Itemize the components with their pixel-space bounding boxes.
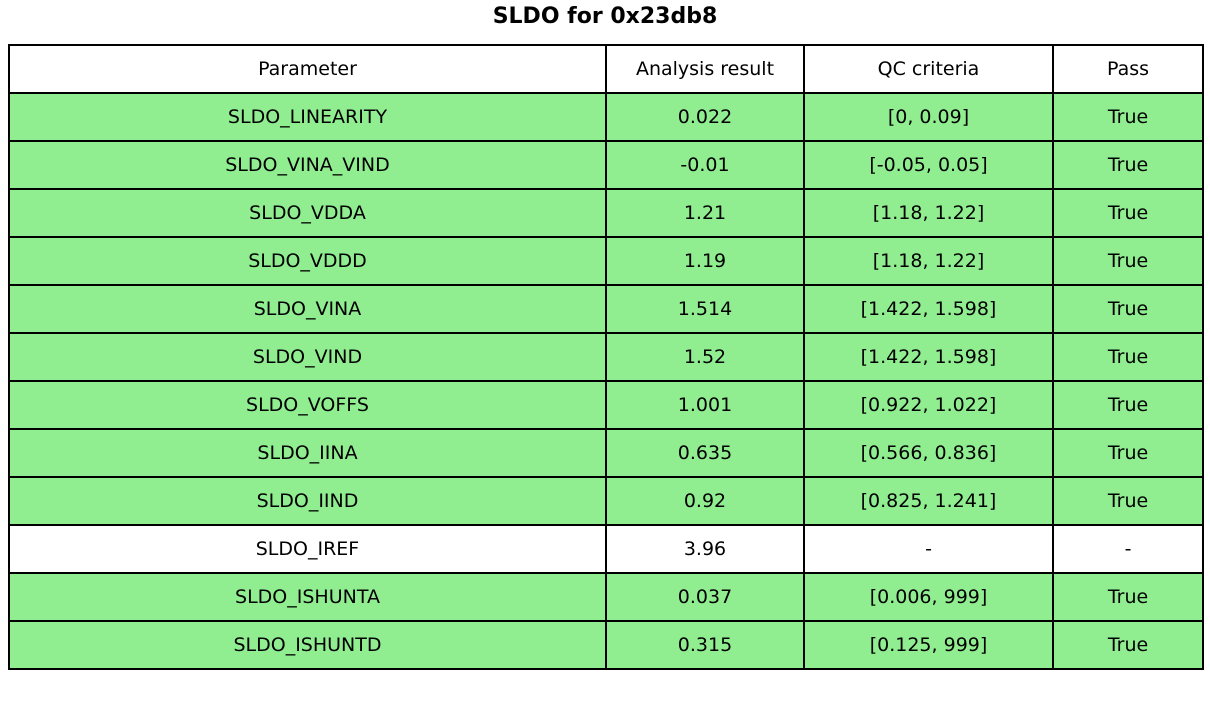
result-cell: 0.92 xyxy=(605,476,805,526)
param-cell: SLDO_ISHUNTD xyxy=(8,620,607,670)
param-cell: SLDO_ISHUNTA xyxy=(8,572,607,622)
criteria-cell: - xyxy=(803,524,1054,574)
param-cell: SLDO_IREF xyxy=(8,524,607,574)
pass-cell: - xyxy=(1052,524,1204,574)
param-cell: SLDO_LINEARITY xyxy=(8,92,607,142)
criteria-cell: [1.422, 1.598] xyxy=(803,332,1054,382)
table-row: SLDO_IREF 3.96- - xyxy=(8,524,1204,574)
header-analysis-result: Analysis result xyxy=(605,44,805,94)
criteria-cell: [-0.05, 0.05] xyxy=(803,140,1054,190)
result-cell: 1.52 xyxy=(605,332,805,382)
result-cell: 1.19 xyxy=(605,236,805,286)
pass-cell: True xyxy=(1052,92,1204,142)
table-row: SLDO_VDDA 1.21 [1.18, 1.22] True xyxy=(8,188,1204,238)
table-row: SLDO_IINA 0.635 [0.566, 0.836] True xyxy=(8,428,1204,478)
param-cell: SLDO_VDDD xyxy=(8,236,607,286)
result-cell: -0.01 xyxy=(605,140,805,190)
header-qc-criteria: QC criteria xyxy=(803,44,1054,94)
chart-title: SLDO for 0x23db8 xyxy=(492,4,718,29)
param-cell: SLDO_VIND xyxy=(8,332,607,382)
pass-cell: True xyxy=(1052,188,1204,238)
criteria-cell: [0.125, 999] xyxy=(803,620,1054,670)
criteria-cell: [0.922, 1.022] xyxy=(803,380,1054,430)
result-cell: 1.514 xyxy=(605,284,805,334)
table-row: SLDO_ISHUNTA 0.037 [0.006, 999] True xyxy=(8,572,1204,622)
criteria-cell: [0.825, 1.241] xyxy=(803,476,1054,526)
pass-cell: True xyxy=(1052,428,1204,478)
table-row: SLDO_VOFFS 1.001 [0.922, 1.022] True xyxy=(8,380,1204,430)
header-pass: Pass xyxy=(1052,44,1204,94)
pass-cell: True xyxy=(1052,476,1204,526)
table-body: SLDO_LINEARITY 0.022 [0, 0.09] True SLDO_VIN… xyxy=(8,92,1204,670)
result-cell: 0.315 xyxy=(605,620,805,670)
pass-cell: True xyxy=(1052,284,1204,334)
param-cell: SLDO_VDDA xyxy=(8,188,607,238)
table-row: SLDO_VIND 1.52 [1.422, 1.598] True xyxy=(8,332,1204,382)
header-parameter: Parameter xyxy=(8,44,607,94)
result-cell: 3.96 xyxy=(605,524,805,574)
pass-cell: True xyxy=(1052,380,1204,430)
table-row: SLDO_ISHUNTD 0.315 [0.125, 999] True xyxy=(8,620,1204,670)
param-cell: SLDO_IINA xyxy=(8,428,607,478)
criteria-cell: [1.18, 1.22] xyxy=(803,236,1054,286)
param-cell: SLDO_IIND xyxy=(8,476,607,526)
result-cell: 0.635 xyxy=(605,428,805,478)
criteria-cell: [1.18, 1.22] xyxy=(803,188,1054,238)
result-cell: 1.21 xyxy=(605,188,805,238)
table-row: SLDO_VINA_VIND -0.01 [-0.05, 0.05] True xyxy=(8,140,1204,190)
pass-cell: True xyxy=(1052,572,1204,622)
pass-cell: True xyxy=(1052,236,1204,286)
table-row: SLDO_LINEARITY 0.022 [0, 0.09] True xyxy=(8,92,1204,142)
table-row: SLDO_IIND 0.92 [0.825, 1.241] True xyxy=(8,476,1204,526)
header-row: Parameter Analysis result QC criteria Pa… xyxy=(8,44,1204,94)
pass-cell: True xyxy=(1052,140,1204,190)
pass-cell: True xyxy=(1052,620,1204,670)
param-cell: SLDO_VINA_VIND xyxy=(8,140,607,190)
result-cell: 0.037 xyxy=(605,572,805,622)
qc-results-table: Parameter Analysis result QC criteria Pa… xyxy=(8,44,1204,670)
param-cell: SLDO_VINA xyxy=(8,284,607,334)
param-cell: SLDO_VOFFS xyxy=(8,380,607,430)
criteria-cell: [1.422, 1.598] xyxy=(803,284,1054,334)
table-row: SLDO_VDDD 1.19 [1.18, 1.22] True xyxy=(8,236,1204,286)
pass-cell: True xyxy=(1052,332,1204,382)
criteria-cell: [0.006, 999] xyxy=(803,572,1054,622)
table-row: SLDO_VINA 1.514 [1.422, 1.598] True xyxy=(8,284,1204,334)
criteria-cell: [0.566, 0.836] xyxy=(803,428,1054,478)
result-cell: 1.001 xyxy=(605,380,805,430)
result-cell: 0.022 xyxy=(605,92,805,142)
criteria-cell: [0, 0.09] xyxy=(803,92,1054,142)
